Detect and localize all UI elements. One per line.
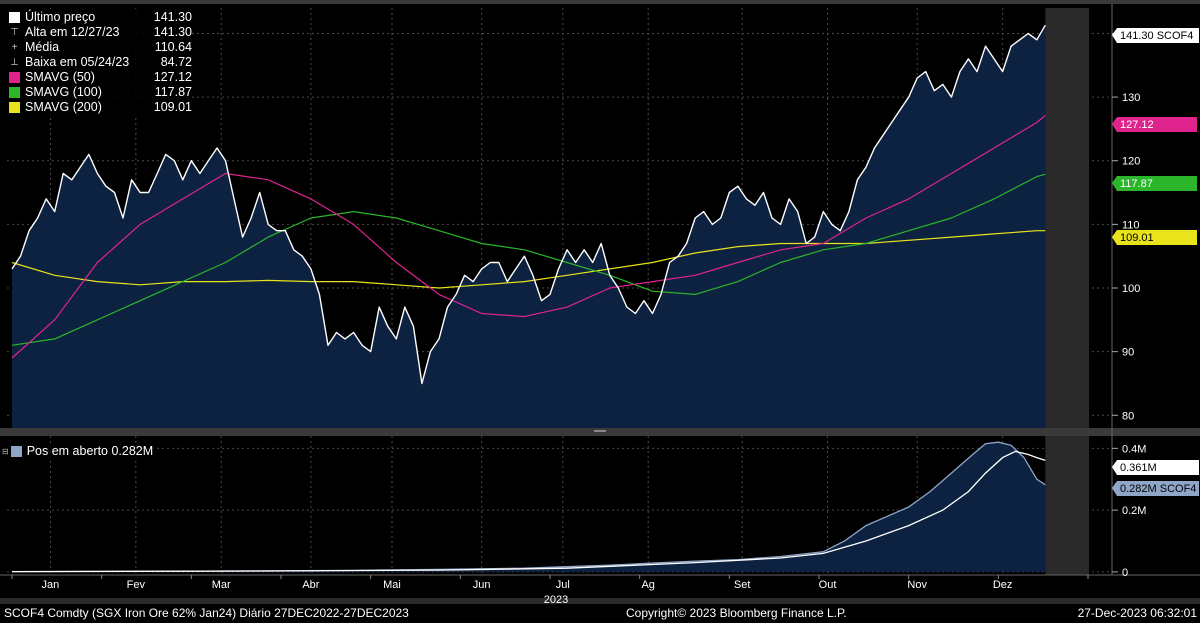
divider-grip: [594, 430, 606, 432]
value-tag-text: 141.30 SCOF4: [1120, 30, 1193, 42]
value-tag-text: 0.282M SCOF4: [1120, 483, 1196, 495]
open-interest-legend[interactable]: ⊟ Pos em aberto 0.282M: [2, 443, 158, 459]
month-tick-label: Dez: [993, 579, 1013, 591]
price-tick-label: 90: [1122, 347, 1134, 359]
legend-row[interactable]: SMAVG (50) 127.12: [2, 70, 192, 85]
open-interest-axis: 0 0.2M 0.4M: [1112, 443, 1146, 579]
value-tags: 141.30 SCOF4 127.12 117.87 109.01 0.361M 0.28…: [1112, 28, 1199, 496]
price-legend: Último preço 141.30 ⊤ Alta em 12/27/23 141.3…: [2, 9, 192, 117]
value-tag-bg: [1112, 117, 1197, 132]
value-tag-text: 117.87: [1120, 178, 1153, 190]
value-tag-bg: [1112, 481, 1199, 496]
value-tag: 0.361M: [1112, 460, 1199, 475]
footer-copyright: Copyright© 2023 Bloomberg Finance L.P.: [626, 606, 847, 620]
month-tick-label: Out: [819, 579, 837, 591]
legend-label: Baixa em 05/24/23: [25, 55, 130, 69]
value-tag-text: 0.361M: [1120, 462, 1157, 474]
legend-swatch: [9, 102, 20, 113]
collapse-icon[interactable]: ⊟: [2, 446, 9, 456]
price-axis: 8090100110120130140: [1112, 28, 1140, 422]
value-tag-bg: [1112, 176, 1197, 191]
value-tag-bg: [1112, 460, 1199, 475]
legend-value: 127.12: [153, 70, 192, 84]
legend-row[interactable]: Último preço 141.30: [2, 10, 192, 25]
legend-value: 84.72: [160, 55, 192, 69]
legend-swatch: [9, 72, 20, 83]
legend-marker-icon: ⊥: [10, 57, 19, 68]
month-tick-label: Set: [734, 579, 751, 591]
legend-label: SMAVG (100): [25, 85, 102, 99]
footer-security: SCOF4 Comdty (SGX Iron Ore 62% Jan24) Di…: [4, 606, 409, 620]
legend-swatch: [9, 12, 20, 23]
legend-label: SMAVG (200): [25, 100, 102, 114]
legend-label: Alta em 12/27/23: [25, 25, 120, 39]
value-tag-bg: [1112, 230, 1197, 245]
value-tag-text: 127.12: [1120, 119, 1154, 131]
month-tick-label: Jun: [473, 579, 491, 591]
open-interest-lines: [11, 441, 1046, 573]
price-area-fill: [12, 25, 1046, 428]
month-tick-label: Fev: [127, 579, 146, 591]
legend-label: Média: [25, 40, 60, 54]
value-tag: 0.282M SCOF4: [1112, 481, 1199, 496]
price-tick-label: 80: [1122, 410, 1134, 422]
legend-value: 141.30: [153, 25, 192, 39]
month-tick-label: Nov: [907, 579, 927, 591]
value-tag: 109.01: [1112, 230, 1197, 245]
legend-label: Último preço: [25, 10, 96, 24]
legend-row[interactable]: ⊥ Baixa em 05/24/23 84.72: [2, 55, 192, 70]
series-line-0: [11, 24, 1046, 385]
price-and-ma-lines: [11, 24, 1046, 385]
series-line-2: [11, 173, 1046, 346]
legend-value: 109.01: [153, 100, 192, 114]
value-tag: 127.12: [1112, 117, 1197, 132]
legend-swatch: [9, 87, 20, 98]
series-line-1: [11, 114, 1046, 359]
price-tick-label: 130: [1122, 92, 1140, 104]
future-shade: [1045, 8, 1089, 428]
month-tick-label: Jan: [42, 579, 60, 591]
price-tick-label: 110: [1122, 219, 1140, 231]
legend-row[interactable]: SMAVG (100) 117.87: [2, 85, 192, 100]
legend-marker-icon: +: [11, 42, 18, 53]
year-label: 2023: [544, 594, 568, 606]
value-tag-bg: [1112, 28, 1199, 43]
oi-swatch: [10, 445, 22, 457]
legend-value: 110.64: [154, 40, 192, 54]
legend-row[interactable]: ⊤ Alta em 12/27/23 141.30: [2, 25, 192, 40]
value-tag: 141.30 SCOF4: [1112, 28, 1199, 43]
month-tick-label: Ag: [641, 579, 654, 591]
legend-marker-icon: ⊤: [10, 27, 19, 38]
month-tick-label: Mar: [212, 579, 231, 591]
oi-line-1: [11, 450, 1046, 573]
legend-value: 117.87: [154, 85, 192, 99]
time-axis: Jan Fev Mar Abr Mai Jun Jul Ag Set Out Nov Dez 2023: [11, 575, 1089, 606]
month-tick-label: Abr: [302, 579, 319, 591]
open-interest-area: [12, 436, 1089, 575]
legend-value: 141.30: [153, 10, 192, 24]
legend-row[interactable]: SMAVG (200) 109.01: [2, 100, 192, 115]
month-tick-label: Jul: [556, 579, 570, 591]
oi-line-0: [11, 441, 1046, 573]
oi-tick-label: 0: [1122, 567, 1128, 579]
series-line-3: [11, 230, 1046, 289]
oi-future-shade: [1045, 436, 1089, 575]
price-tick-label: 120: [1122, 156, 1140, 168]
chart-frame: [0, 0, 1200, 604]
footer-timestamp: 27-Dec-2023 06:32:01: [1077, 606, 1197, 620]
price-tick-label: 100: [1122, 283, 1140, 295]
oi-tick-label: 0.4M: [1122, 443, 1146, 455]
price-area: [12, 8, 1089, 428]
month-tick-label: Mai: [383, 579, 401, 591]
scroll-band: [0, 598, 1200, 604]
oi-area-fill: [12, 442, 1046, 572]
legend-label: SMAVG (50): [25, 70, 95, 84]
oi-legend-label: Pos em aberto 0.282M: [26, 443, 154, 458]
value-tag: 117.87: [1112, 176, 1197, 191]
oi-tick-label: 0.2M: [1122, 505, 1146, 517]
value-tag-text: 109.01: [1120, 232, 1154, 244]
top-band: [0, 0, 1200, 4]
legend-row[interactable]: + Média 110.64: [2, 40, 192, 55]
